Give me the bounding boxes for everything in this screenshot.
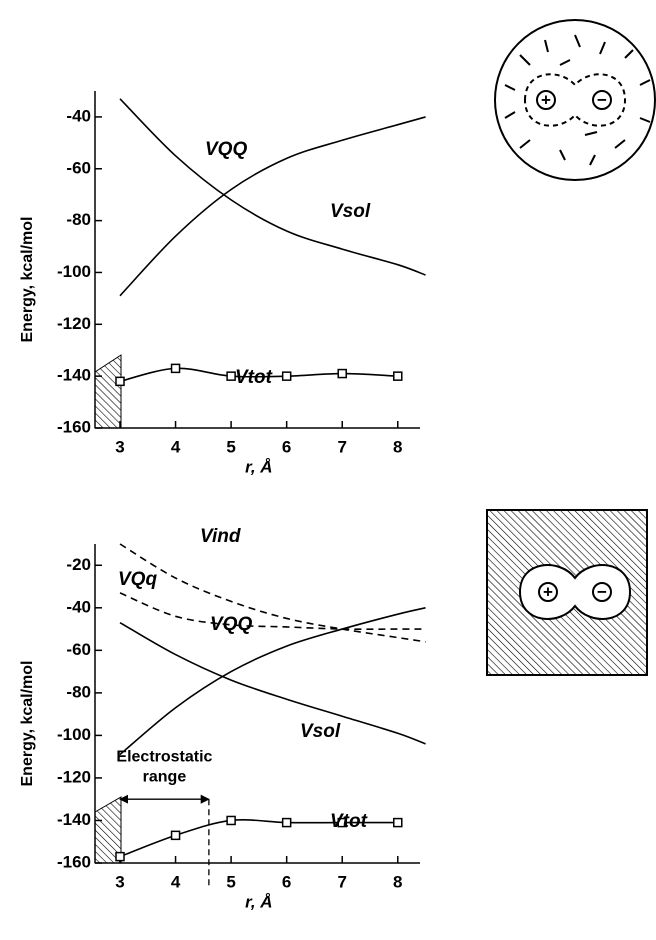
series-label: Vsol [300, 721, 341, 742]
charge: + [541, 90, 551, 109]
figure: + − + − -40 -60 -80 -100 -120 -140 -160 3 4 5 6 7 8 E… [0, 0, 656, 935]
marker [116, 377, 124, 385]
y-axis-label: Energy, kcal/mol [19, 217, 36, 343]
wall [95, 355, 121, 428]
marker [172, 364, 180, 372]
marker [116, 853, 124, 861]
y-tick-label: -40 [66, 106, 91, 125]
charge: − [597, 90, 607, 109]
x-axis-label: r, Å [245, 892, 272, 911]
series-label: VQQ [205, 139, 247, 160]
x-tick-label: 8 [393, 872, 402, 891]
y-tick-label: -120 [57, 314, 91, 333]
x-tick-label: 4 [171, 872, 181, 891]
line [120, 593, 426, 629]
series-label: Vtot [330, 811, 368, 832]
x-tick-label: 6 [282, 437, 291, 456]
annotation: Electrostatic [116, 748, 212, 765]
y-tick-label: -60 [66, 158, 91, 177]
y-tick-label: -140 [57, 366, 91, 385]
y-tick-label: -100 [57, 262, 91, 281]
marker [394, 372, 402, 380]
series-label: VQQ [210, 614, 252, 635]
x-tick-label: 3 [115, 437, 124, 456]
marker [283, 372, 291, 380]
line [120, 99, 426, 275]
charge: − [597, 582, 607, 601]
y-tick-label: -20 [66, 555, 91, 574]
x-tick-label: 5 [226, 872, 235, 891]
series-label: Vtot [235, 367, 273, 388]
solvent-diagram [495, 20, 655, 180]
y-tick-label: -160 [57, 417, 91, 436]
y-axis-label: Energy, kcal/mol [19, 661, 36, 787]
charge: + [543, 582, 553, 601]
y-tick-label: -140 [57, 810, 91, 829]
marker [283, 819, 291, 827]
x-tick-label: 7 [337, 872, 346, 891]
y-tick-label: -100 [57, 725, 91, 744]
line [120, 623, 426, 744]
x-tick-label: 3 [115, 872, 124, 891]
x-tick-label: 4 [171, 437, 181, 456]
y-tick-label: -80 [66, 210, 91, 229]
x-axis-label: r, Å [245, 457, 272, 476]
series-label: VQq [118, 569, 157, 590]
x-tick-label: 7 [337, 437, 346, 456]
x-tick-label: 6 [282, 872, 291, 891]
y-tick-label: -60 [66, 640, 91, 659]
marker [394, 819, 402, 827]
series-label: Vsol [330, 201, 371, 222]
annotation: range [143, 768, 187, 785]
y-tick-label: -160 [57, 852, 91, 871]
line [120, 117, 426, 296]
marker [227, 816, 235, 824]
continuum-diagram [487, 510, 647, 675]
marker [172, 831, 180, 839]
x-tick-label: 8 [393, 437, 402, 456]
page: + − + − -40 -60 -80 -100 -120 -140 -160 3 4 5 6 7 8 E… [0, 0, 656, 940]
marker [338, 370, 346, 378]
y-tick-label: -80 [66, 682, 91, 701]
y-tick-label: -120 [57, 767, 91, 786]
x-tick-label: 5 [226, 437, 235, 456]
series-label: Vind [200, 526, 241, 547]
marker [227, 372, 235, 380]
y-tick-label: -40 [66, 597, 91, 616]
